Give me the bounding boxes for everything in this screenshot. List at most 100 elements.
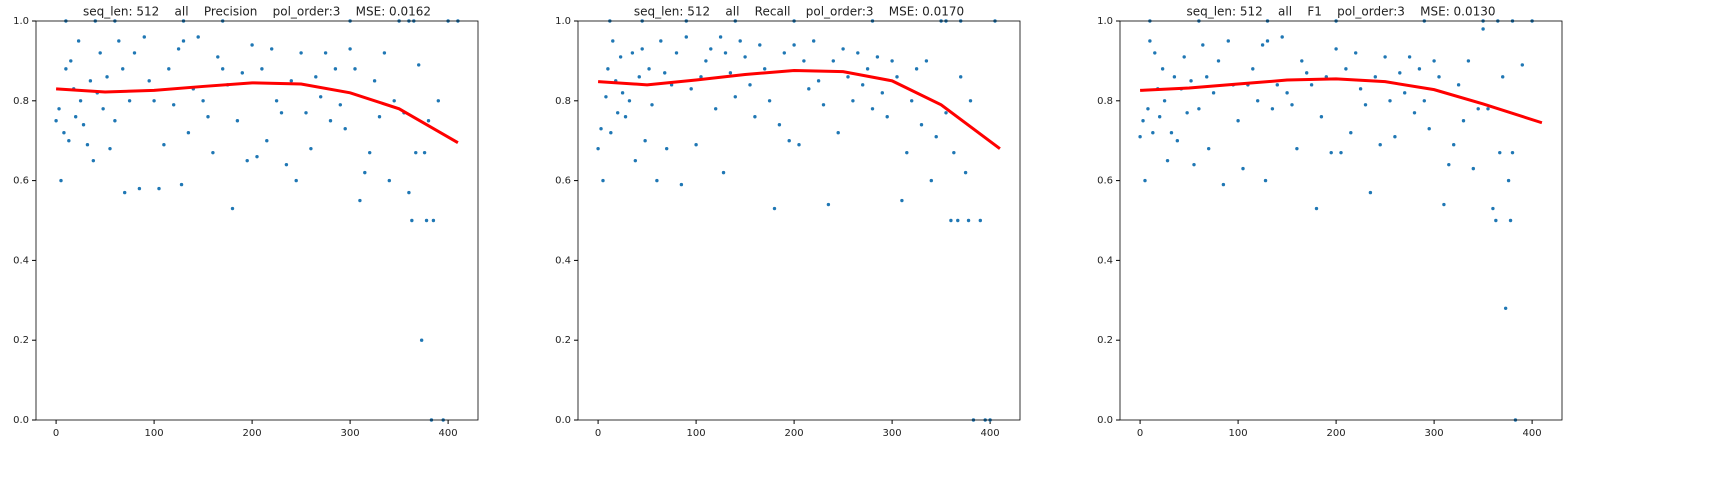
- point: [910, 99, 914, 103]
- point: [426, 119, 431, 123]
- point: [328, 119, 333, 123]
- point: [377, 115, 382, 119]
- point: [1368, 190, 1373, 195]
- y-tick-label: 0.8: [555, 96, 571, 107]
- point: [265, 139, 269, 143]
- point: [919, 123, 924, 127]
- x-tick-label: 300: [341, 428, 360, 439]
- point: [758, 43, 762, 47]
- point: [709, 47, 713, 51]
- point: [216, 55, 220, 59]
- point: [59, 178, 63, 183]
- x-tick-label: 200: [1327, 428, 1346, 439]
- point: [1172, 75, 1177, 79]
- point: [348, 47, 352, 51]
- point: [851, 99, 855, 103]
- point: [117, 39, 121, 43]
- point: [1148, 39, 1152, 43]
- point: [664, 146, 669, 151]
- point: [157, 186, 161, 191]
- point: [966, 218, 971, 223]
- point: [1160, 67, 1165, 71]
- point: [1383, 55, 1387, 59]
- point: [1189, 79, 1193, 83]
- point: [333, 67, 338, 71]
- point: [147, 79, 151, 83]
- point: [127, 99, 132, 103]
- point: [1437, 75, 1441, 79]
- point: [1216, 59, 1221, 63]
- point: [630, 51, 635, 55]
- point: [122, 190, 127, 195]
- point: [211, 150, 215, 155]
- point: [900, 198, 904, 203]
- point: [978, 218, 983, 223]
- point: [640, 47, 644, 51]
- x-tick-label: 200: [243, 428, 262, 439]
- point: [968, 99, 973, 103]
- point: [270, 47, 274, 51]
- x-tick-label: 0: [53, 428, 59, 439]
- point: [952, 150, 956, 155]
- point: [1185, 111, 1189, 115]
- axes-frame: [1119, 20, 1563, 421]
- y-tick-label: 1.0: [555, 16, 571, 27]
- x-tick-label: 400: [981, 428, 1000, 439]
- point: [105, 75, 109, 79]
- point: [1290, 103, 1294, 107]
- point: [1486, 107, 1490, 111]
- y-tick-label: 0.0: [555, 415, 571, 426]
- point: [152, 99, 156, 103]
- point: [171, 103, 176, 107]
- point: [787, 139, 791, 143]
- point: [655, 178, 659, 183]
- point: [905, 150, 909, 155]
- fit-line: [597, 68, 1001, 150]
- point: [963, 170, 968, 175]
- point: [1363, 103, 1368, 107]
- point: [738, 39, 742, 43]
- point: [880, 91, 885, 95]
- point: [875, 55, 880, 59]
- point: [1221, 182, 1226, 187]
- point: [856, 51, 860, 55]
- point: [623, 115, 628, 119]
- point: [1510, 150, 1515, 155]
- plot-area: [54, 19, 460, 422]
- point: [601, 178, 605, 183]
- point: [721, 170, 726, 175]
- point: [299, 51, 303, 55]
- point: [1442, 202, 1446, 207]
- point: [650, 103, 654, 107]
- point: [81, 123, 86, 127]
- point: [627, 99, 632, 103]
- point: [1412, 111, 1417, 115]
- point: [723, 51, 728, 55]
- point: [1205, 75, 1209, 79]
- y-tick-label: 0.8: [1097, 96, 1113, 107]
- point: [604, 95, 608, 99]
- point: [1491, 206, 1495, 211]
- point: [807, 87, 811, 91]
- point: [1263, 178, 1268, 183]
- point: [338, 103, 343, 107]
- chart-title: seq_len: 512 all F1 pol_order:3 MSE: 0.0…: [1186, 5, 1495, 19]
- point: [924, 59, 929, 63]
- fit-line: [55, 81, 459, 144]
- point: [1151, 131, 1155, 135]
- point: [659, 39, 663, 43]
- point: [914, 67, 919, 71]
- point: [733, 95, 737, 99]
- y-tick-label: 0.0: [13, 415, 29, 426]
- point: [816, 79, 821, 83]
- point: [1494, 218, 1498, 223]
- point: [431, 218, 436, 223]
- point: [1373, 75, 1378, 79]
- point: [1388, 99, 1392, 103]
- point: [62, 131, 66, 135]
- point: [1175, 139, 1180, 143]
- point: [319, 95, 323, 99]
- point: [743, 55, 747, 59]
- y-tick-label: 0.2: [13, 335, 29, 346]
- point: [1226, 39, 1230, 43]
